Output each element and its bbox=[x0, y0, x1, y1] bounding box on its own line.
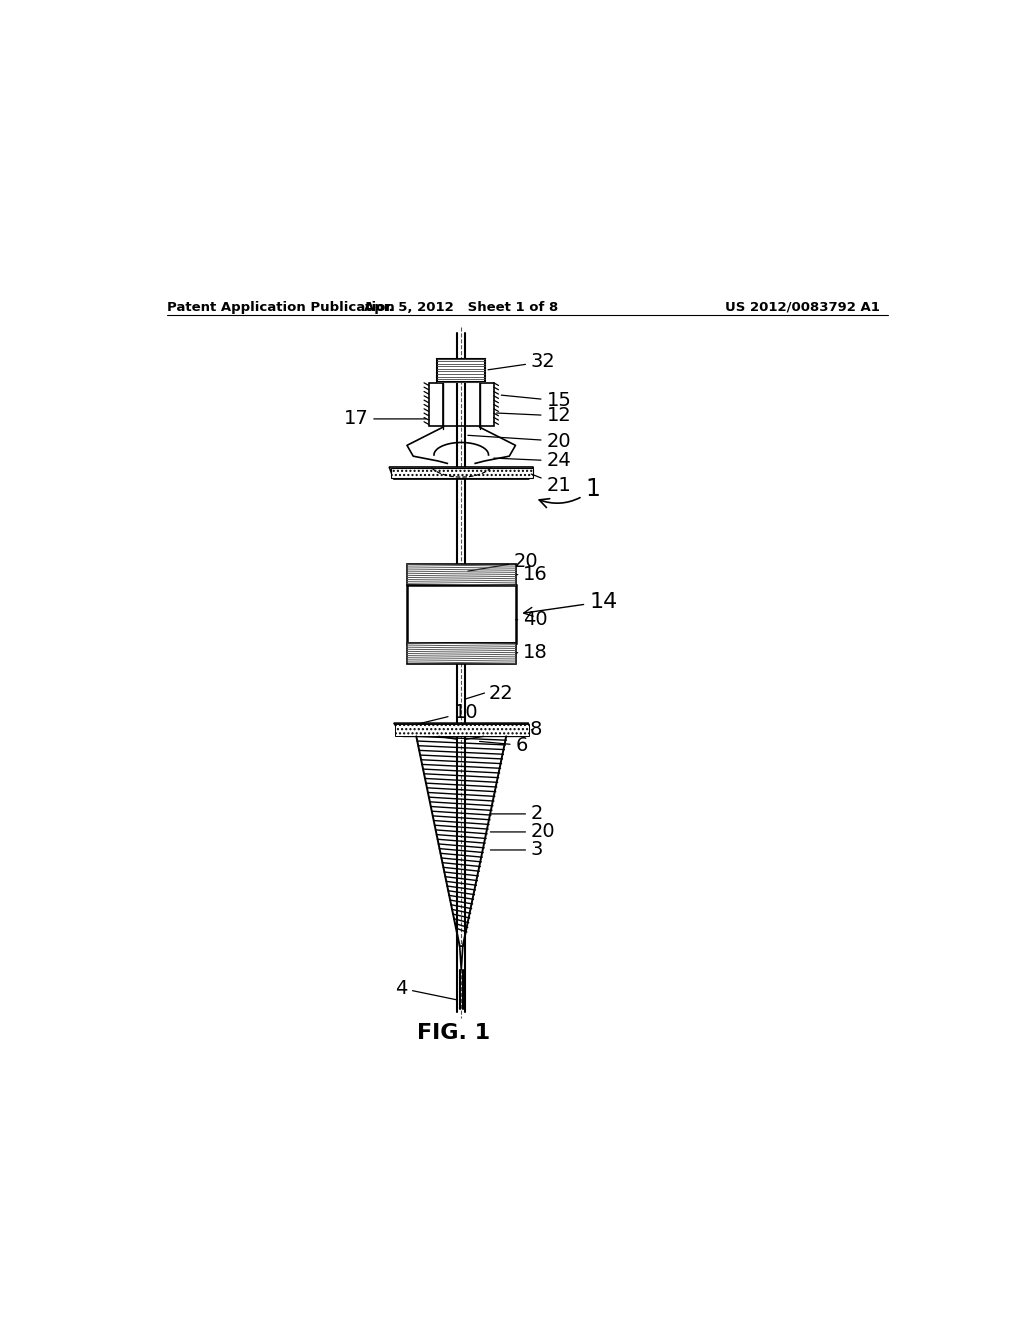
Polygon shape bbox=[389, 467, 534, 479]
Text: 17: 17 bbox=[343, 409, 426, 429]
Text: 32: 32 bbox=[488, 352, 556, 371]
Text: 20: 20 bbox=[490, 822, 556, 841]
Text: 15: 15 bbox=[501, 391, 571, 411]
Text: 14: 14 bbox=[523, 591, 617, 616]
Bar bbox=[407, 643, 515, 664]
Text: 40: 40 bbox=[515, 610, 548, 630]
Bar bbox=[394, 723, 528, 735]
Text: 2: 2 bbox=[490, 804, 544, 824]
Bar bbox=[407, 586, 515, 643]
Text: 20: 20 bbox=[468, 552, 539, 572]
Bar bbox=[429, 383, 442, 426]
Text: US 2012/0083792 A1: US 2012/0083792 A1 bbox=[725, 301, 880, 314]
Polygon shape bbox=[460, 946, 463, 970]
Text: 8: 8 bbox=[529, 721, 542, 739]
Text: Patent Application Publication: Patent Application Publication bbox=[167, 301, 394, 314]
Text: 12: 12 bbox=[497, 407, 571, 425]
Text: 16: 16 bbox=[515, 565, 548, 585]
Text: 18: 18 bbox=[515, 643, 548, 663]
Text: FIG. 1: FIG. 1 bbox=[417, 1023, 490, 1043]
Bar bbox=[437, 359, 485, 381]
Bar bbox=[407, 565, 515, 586]
Bar bbox=[391, 467, 532, 478]
Text: 20: 20 bbox=[468, 432, 571, 450]
Text: 21: 21 bbox=[531, 474, 571, 495]
Bar bbox=[480, 383, 494, 426]
Text: 10: 10 bbox=[412, 702, 478, 726]
Text: 1: 1 bbox=[540, 478, 600, 508]
Text: 3: 3 bbox=[490, 841, 544, 859]
Text: 4: 4 bbox=[394, 978, 457, 999]
Text: 6: 6 bbox=[479, 735, 528, 755]
Text: Apr. 5, 2012   Sheet 1 of 8: Apr. 5, 2012 Sheet 1 of 8 bbox=[365, 301, 558, 314]
Polygon shape bbox=[394, 723, 528, 737]
Text: 22: 22 bbox=[488, 684, 513, 702]
Text: 24: 24 bbox=[494, 451, 571, 470]
